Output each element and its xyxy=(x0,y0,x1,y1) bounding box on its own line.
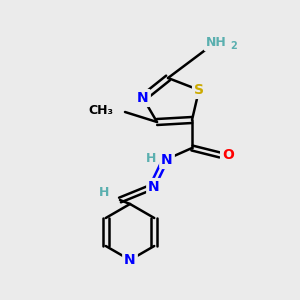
Text: N: N xyxy=(124,253,136,267)
Text: 2: 2 xyxy=(230,41,237,51)
Text: H: H xyxy=(99,185,109,199)
Text: N: N xyxy=(137,91,149,105)
Text: S: S xyxy=(194,83,204,97)
Text: CH₃: CH₃ xyxy=(88,103,113,116)
Text: O: O xyxy=(222,148,234,162)
Text: H: H xyxy=(146,152,156,164)
Text: N: N xyxy=(148,180,160,194)
Text: NH: NH xyxy=(206,37,226,50)
Text: N: N xyxy=(161,153,173,167)
